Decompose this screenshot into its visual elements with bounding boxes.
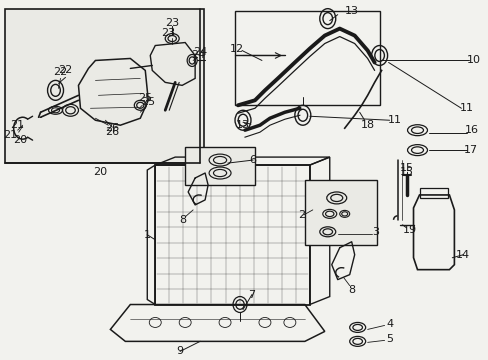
- Text: 16: 16: [464, 125, 477, 135]
- Text: 21: 21: [3, 130, 18, 140]
- Text: 4: 4: [385, 319, 392, 329]
- Text: 26: 26: [105, 123, 119, 133]
- Text: 22: 22: [53, 67, 67, 77]
- Text: 10: 10: [466, 55, 479, 66]
- Text: 26: 26: [105, 127, 119, 137]
- Text: 8: 8: [179, 215, 186, 225]
- Text: 14: 14: [455, 250, 469, 260]
- Text: 2: 2: [298, 210, 305, 220]
- Text: 13: 13: [236, 120, 249, 130]
- Text: 23: 23: [165, 18, 179, 28]
- Text: 12: 12: [229, 44, 244, 54]
- Bar: [185, 147, 254, 185]
- Text: 13: 13: [344, 6, 358, 15]
- Text: 3: 3: [371, 227, 378, 237]
- Text: 25: 25: [138, 93, 152, 103]
- Text: 11: 11: [458, 103, 472, 113]
- Text: 7: 7: [248, 289, 255, 300]
- Text: 8: 8: [347, 284, 354, 294]
- Text: 19: 19: [402, 225, 416, 235]
- Text: 11: 11: [387, 115, 401, 125]
- Text: 18: 18: [360, 120, 374, 130]
- Text: 22: 22: [58, 66, 73, 76]
- Bar: [5, 9, 203, 163]
- Text: 1: 1: [143, 230, 150, 240]
- Text: 24: 24: [193, 48, 207, 58]
- Bar: [420, 188, 447, 198]
- Text: 20: 20: [14, 135, 28, 145]
- Text: 17: 17: [463, 145, 477, 155]
- Text: 20: 20: [93, 167, 107, 177]
- Text: 25: 25: [141, 97, 155, 107]
- Text: 15: 15: [399, 163, 413, 173]
- Text: 24: 24: [191, 50, 205, 60]
- Text: 21: 21: [11, 120, 25, 130]
- Bar: [304, 180, 376, 245]
- Text: 15: 15: [399, 167, 413, 177]
- Text: 5: 5: [386, 334, 392, 345]
- Bar: [235, 11, 379, 105]
- Text: 9: 9: [176, 346, 183, 356]
- Text: 23: 23: [161, 28, 175, 37]
- Text: 6: 6: [249, 155, 256, 165]
